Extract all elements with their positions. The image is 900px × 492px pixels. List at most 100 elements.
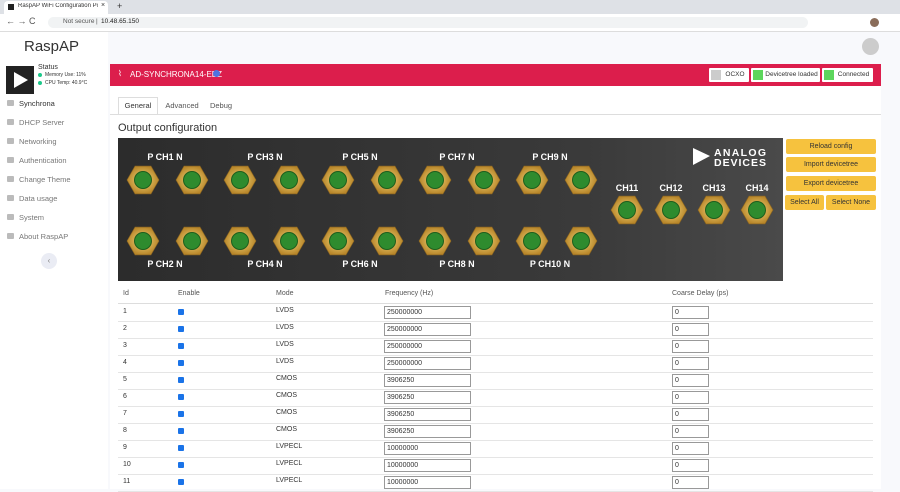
- connector-core[interactable]: [523, 232, 541, 250]
- frequency-input[interactable]: 3906250: [384, 408, 471, 421]
- row-id: 5: [123, 376, 127, 383]
- delay-input[interactable]: 0: [672, 391, 709, 404]
- mode: LVDS: [276, 324, 294, 331]
- checkbox[interactable]: [178, 428, 184, 434]
- frequency-input[interactable]: 3906250: [384, 425, 471, 438]
- connector-core[interactable]: [475, 232, 493, 250]
- nav-item[interactable]: Change Theme: [19, 175, 71, 184]
- adi-logo: [693, 148, 710, 165]
- checkbox[interactable]: [178, 360, 184, 366]
- connector-core[interactable]: [329, 232, 347, 250]
- delay-input[interactable]: 0: [672, 459, 709, 472]
- nav-item[interactable]: DHCP Server: [19, 118, 65, 127]
- connector-core[interactable]: [572, 171, 590, 189]
- connector-core[interactable]: [231, 232, 249, 250]
- nav-item[interactable]: System: [19, 213, 45, 222]
- connector-core[interactable]: [523, 171, 541, 189]
- nav-item[interactable]: Authentication: [19, 156, 67, 165]
- connector-core[interactable]: [662, 201, 680, 219]
- delay-input[interactable]: 0: [672, 425, 709, 438]
- row-rule: [118, 338, 873, 339]
- checkbox[interactable]: [178, 394, 184, 400]
- profile-icon[interactable]: [870, 18, 879, 27]
- browser-tab[interactable]: [4, 1, 108, 14]
- tab[interactable]: Advanced: [165, 101, 199, 110]
- checkbox[interactable]: [178, 445, 184, 451]
- delay-input[interactable]: 0: [672, 323, 709, 336]
- user-avatar[interactable]: [862, 38, 879, 55]
- checkbox[interactable]: [178, 411, 184, 417]
- connector-core[interactable]: [475, 171, 493, 189]
- delay-input[interactable]: 0: [672, 306, 709, 319]
- address-bar[interactable]: [48, 17, 808, 28]
- row-rule: [118, 406, 873, 407]
- tab[interactable]: Debug: [209, 101, 233, 110]
- nav-icon: [7, 233, 14, 239]
- nav-item[interactable]: Networking: [19, 137, 57, 146]
- tab-active: [118, 97, 158, 114]
- frequency-input[interactable]: 250000000: [384, 323, 471, 336]
- tab[interactable]: General: [124, 101, 152, 110]
- frequency-input[interactable]: 250000000: [384, 357, 471, 370]
- info-icon[interactable]: [213, 70, 220, 77]
- connector-core[interactable]: [134, 232, 152, 250]
- connector-core[interactable]: [183, 232, 201, 250]
- connector-core[interactable]: [183, 171, 201, 189]
- nav-item[interactable]: Synchrona: [19, 99, 55, 108]
- frequency-input[interactable]: 3906250: [384, 391, 471, 404]
- frequency-input[interactable]: 10000000: [384, 459, 471, 472]
- button[interactable]: Reload config: [786, 139, 876, 154]
- collapse-button[interactable]: ‹: [41, 253, 57, 269]
- delay-input[interactable]: 0: [672, 340, 709, 353]
- checkbox[interactable]: [178, 479, 184, 485]
- row-id: 2: [123, 325, 127, 332]
- button[interactable]: Select All: [785, 195, 824, 210]
- frequency-input[interactable]: 3906250: [384, 374, 471, 387]
- badge: [751, 68, 820, 82]
- connector-core[interactable]: [329, 171, 347, 189]
- frequency-input[interactable]: 10000000: [384, 476, 471, 489]
- connector-core[interactable]: [378, 232, 396, 250]
- delay-input[interactable]: 0: [672, 357, 709, 370]
- checkbox[interactable]: [178, 462, 184, 468]
- checkbox[interactable]: [178, 343, 184, 349]
- connector-core[interactable]: [378, 171, 396, 189]
- connector-core[interactable]: [618, 201, 636, 219]
- badge-indicator: [711, 70, 721, 80]
- connector-core[interactable]: [705, 201, 723, 219]
- button[interactable]: Select None: [826, 195, 876, 210]
- new-tab[interactable]: +: [117, 1, 123, 11]
- tab-close[interactable]: ×: [101, 2, 106, 9]
- brand[interactable]: RaspAP: [24, 38, 80, 55]
- connector-core[interactable]: [426, 232, 444, 250]
- frequency-input[interactable]: 250000000: [384, 306, 471, 319]
- nav-buttons[interactable]: ← → C: [6, 16, 36, 26]
- delay-input[interactable]: 0: [672, 374, 709, 387]
- delay-input[interactable]: 0: [672, 476, 709, 489]
- mode: LVDS: [276, 341, 294, 348]
- nav-item[interactable]: About RaspAP: [19, 232, 69, 241]
- button[interactable]: Import devicetree: [786, 157, 876, 172]
- frequency-input[interactable]: 10000000: [384, 442, 471, 455]
- checkbox[interactable]: [178, 377, 184, 383]
- connector-core[interactable]: [231, 171, 249, 189]
- badge-indicator: [824, 70, 834, 80]
- button[interactable]: Export devicetree: [786, 176, 876, 191]
- checkbox[interactable]: [178, 309, 184, 315]
- connector-core[interactable]: [134, 171, 152, 189]
- checkbox[interactable]: [178, 326, 184, 332]
- connector-core[interactable]: [280, 232, 298, 250]
- mode: LVPECL: [276, 443, 303, 450]
- connector-core[interactable]: [280, 171, 298, 189]
- nav-icon: [7, 176, 14, 182]
- delay-input[interactable]: 0: [672, 442, 709, 455]
- connector-core[interactable]: [572, 232, 590, 250]
- channel-label: P CH7 N: [439, 152, 474, 162]
- delay-input[interactable]: 0: [672, 408, 709, 421]
- row-rule: [118, 474, 873, 475]
- status-dot: [38, 81, 42, 85]
- connector-core[interactable]: [748, 201, 766, 219]
- frequency-input[interactable]: 250000000: [384, 340, 471, 353]
- nav-item[interactable]: Data usage: [19, 194, 58, 203]
- connector-core[interactable]: [426, 171, 444, 189]
